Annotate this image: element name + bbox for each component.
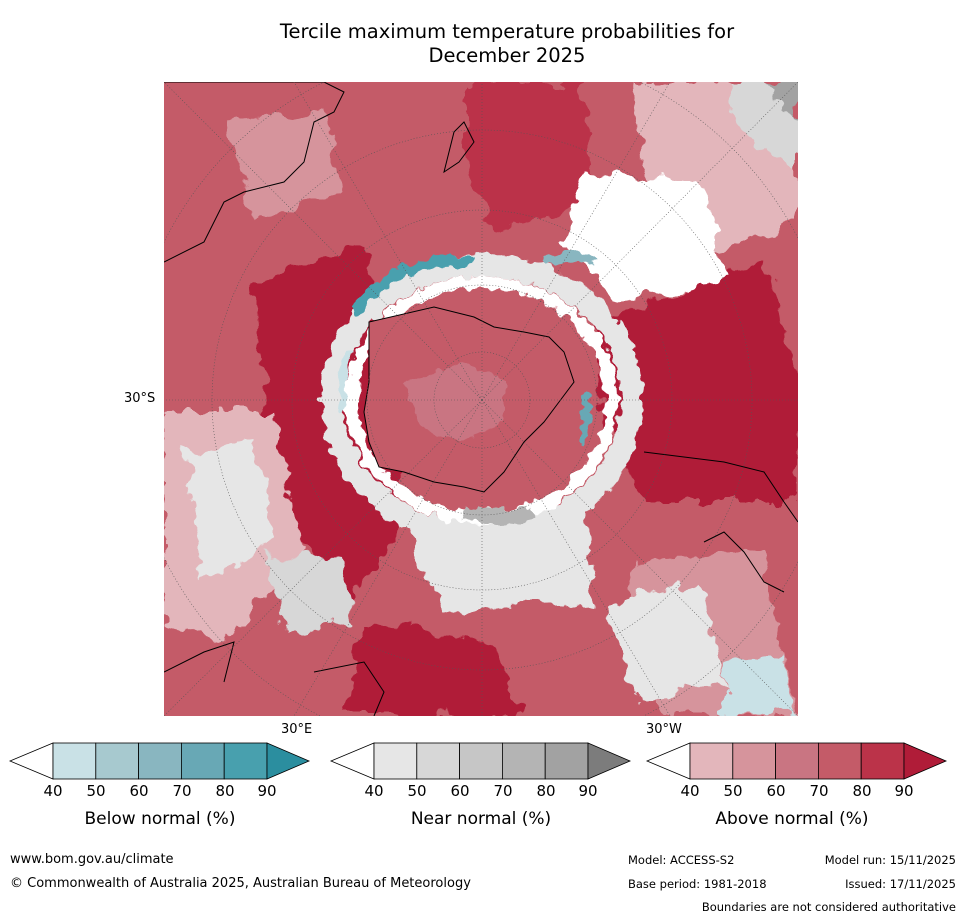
- tick-label: 90: [257, 782, 277, 800]
- map-canvas: [164, 82, 798, 716]
- colorbar-swatch: [416, 742, 461, 780]
- tick-label: 50: [723, 782, 743, 800]
- longitude-label-30e: 30°E: [281, 722, 313, 737]
- colorbar-below-label: Below normal (%): [84, 809, 236, 829]
- tick-label: 40: [680, 782, 700, 800]
- colorbar-extend-low: [329, 742, 375, 780]
- south-america-coastline-2: [703, 531, 785, 593]
- model-run-date: Model run: 15/11/2025: [824, 853, 956, 867]
- colorbar-swatch: [52, 742, 97, 780]
- tick-label: 90: [894, 782, 914, 800]
- chart-title: Tercile maximum temperature probabilitie…: [160, 20, 854, 68]
- tick-label: 50: [407, 782, 427, 800]
- colorbar-swatch: [860, 742, 905, 780]
- colorbar-swatch: [775, 742, 819, 780]
- colorbar-swatch: [501, 742, 546, 780]
- colorbar-extend-high: [903, 742, 948, 780]
- colorbar-below-normal: 40 50 60 70 80 90 Below normal (%): [8, 742, 311, 843]
- colorbar-swatch: [180, 742, 225, 780]
- tick-label: 60: [766, 782, 786, 800]
- colorbar-swatch: [689, 742, 734, 780]
- south-america-coastline: [643, 451, 798, 523]
- title-line-2: December 2025: [428, 44, 586, 67]
- colorbar-extend-high: [266, 742, 311, 780]
- colorbar-extend-low: [645, 742, 691, 780]
- colorbar-below-swatches: [8, 742, 311, 780]
- website-link[interactable]: www.bom.gov.au/climate: [10, 852, 174, 867]
- colorbar-extend-low: [8, 742, 54, 780]
- title-line-1: Tercile maximum temperature probabilitie…: [279, 20, 735, 43]
- tick-label: 40: [364, 782, 384, 800]
- tick-label: 40: [43, 782, 63, 800]
- polar-probability-map: [164, 82, 798, 716]
- copyright-text: © Commonwealth of Australia 2025, Austra…: [10, 876, 471, 891]
- antarctica-interior: [404, 362, 504, 442]
- colorbar-swatch: [138, 742, 182, 780]
- base-period: Base period: 1981-2018: [628, 877, 767, 891]
- colorbar-swatch: [223, 742, 268, 780]
- tick-label: 70: [809, 782, 829, 800]
- tick-label: 60: [129, 782, 149, 800]
- graticule: [164, 82, 798, 716]
- madagascar-coastline: [313, 661, 385, 716]
- new-zealand-coastline: [443, 121, 475, 174]
- colorbar-extend-high: [587, 742, 632, 780]
- model-name: Model: ACCESS-S2: [628, 853, 735, 867]
- issued-date: Issued: 17/11/2025: [845, 877, 956, 891]
- colorbar-near-swatches: [329, 742, 632, 780]
- tick-label: 50: [86, 782, 106, 800]
- boundaries-disclaimer: Boundaries are not considered authoritat…: [701, 900, 956, 914]
- colorbar-near-normal: 40 50 60 70 80 90 Near normal (%): [329, 742, 632, 843]
- colorbar-swatch: [817, 742, 862, 780]
- tick-label: 80: [536, 782, 556, 800]
- tick-label: 80: [852, 782, 872, 800]
- colorbar-swatch: [732, 742, 777, 780]
- australia-coastline: [164, 82, 345, 263]
- longitude-label-30w: 30°W: [646, 722, 682, 737]
- colorbar-swatch: [544, 742, 589, 780]
- tick-label: 70: [172, 782, 192, 800]
- colorbar-swatch: [373, 742, 418, 780]
- tick-label: 90: [578, 782, 598, 800]
- colorbar-swatch: [95, 742, 140, 780]
- colorbar-above-swatches: [645, 742, 948, 780]
- tick-label: 80: [215, 782, 235, 800]
- colorbar-near-label: Near normal (%): [410, 809, 552, 829]
- colorbar-swatch: [459, 742, 503, 780]
- latitude-label-30s: 30°S: [124, 391, 156, 406]
- colorbar-above-normal: 40 50 60 70 80 90 Above normal (%): [645, 742, 948, 843]
- tick-label: 60: [450, 782, 470, 800]
- africa-coastline: [164, 641, 235, 683]
- tick-label: 70: [493, 782, 513, 800]
- colorbar-above-label: Above normal (%): [715, 809, 869, 829]
